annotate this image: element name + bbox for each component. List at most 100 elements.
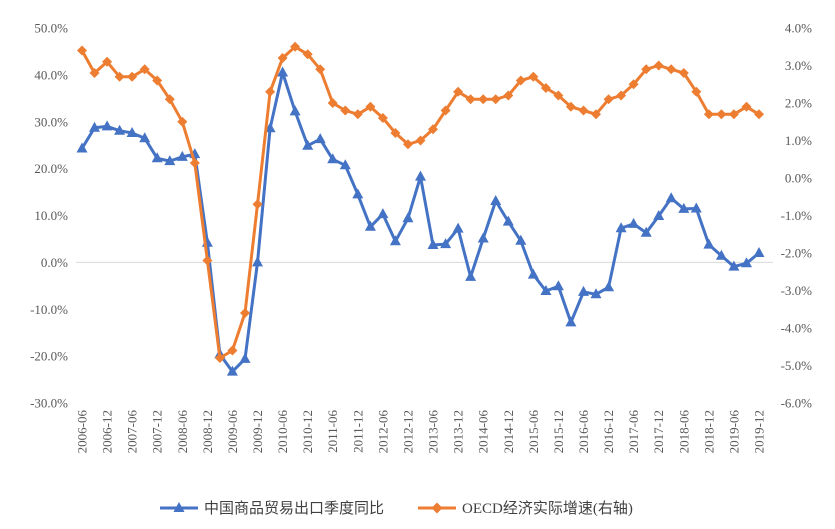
oecd-data-point xyxy=(616,90,627,101)
y-left-tick-label: 40.0% xyxy=(34,67,68,82)
legend-triangle-marker xyxy=(173,502,185,512)
oecd-data-point xyxy=(741,101,752,112)
y-right-tick-label: 0.0% xyxy=(785,171,812,186)
x-tick-label: 2015-06 xyxy=(526,410,541,454)
export-data-point xyxy=(753,247,765,257)
oecd-data-point xyxy=(252,199,263,210)
oecd-data-point xyxy=(214,353,225,363)
export-data-point xyxy=(565,316,577,327)
export-data-point xyxy=(302,139,314,150)
x-tick-label: 2011-06 xyxy=(325,410,340,453)
export-data-point xyxy=(578,285,589,296)
export-data-point xyxy=(151,152,163,163)
export-data-point xyxy=(741,257,752,268)
export-data-point xyxy=(76,142,88,153)
y-right-tick-label: -4.0% xyxy=(781,321,813,336)
export-data-point xyxy=(352,188,364,199)
export-data-point xyxy=(327,153,339,164)
export-data-point xyxy=(552,280,564,291)
oecd-data-point xyxy=(114,71,125,82)
oecd-data-point xyxy=(666,64,677,75)
oecd-data-point xyxy=(528,71,539,82)
oecd-data-point xyxy=(503,90,514,101)
x-tick-label: 2007-06 xyxy=(125,410,140,454)
series-export-line xyxy=(80,71,760,374)
x-tick-label: 2019-12 xyxy=(752,410,767,453)
x-tick-label: 2007-12 xyxy=(150,410,165,453)
export-data-point xyxy=(665,192,677,203)
export-data-point xyxy=(289,105,301,116)
y-right-tick-labels: 4.0% 3.0% 2.0% 1.0% 0.0% -1.0% -2.0% -3.0% -4.0%… xyxy=(781,21,813,411)
oecd-data-point xyxy=(164,94,175,105)
oecd-data-point xyxy=(428,124,438,135)
x-tick-label: 2019-06 xyxy=(726,410,741,454)
oecd-data-point xyxy=(465,94,476,105)
export-data-point xyxy=(427,239,439,249)
legend-label-oecd: OECD经济实际增速(右轴) xyxy=(462,500,633,517)
export-data-point xyxy=(628,217,640,228)
oecd-data-point xyxy=(139,64,150,75)
x-tick-label: 2006-12 xyxy=(100,410,115,453)
x-tick-label: 2014-12 xyxy=(501,410,516,453)
export-data-point xyxy=(515,234,527,245)
x-tick-label: 2010-12 xyxy=(300,410,315,453)
oecd-data-point xyxy=(377,113,388,123)
export-data-point xyxy=(389,235,401,246)
oecd-data-point xyxy=(390,128,401,138)
oecd-data-point xyxy=(553,90,564,101)
x-tick-label: 2009-12 xyxy=(250,410,265,453)
y-right-tick-label: 1.0% xyxy=(785,133,812,148)
export-data-point xyxy=(139,132,151,143)
oecd-data-point xyxy=(591,109,601,120)
x-tick-label: 2009-06 xyxy=(225,410,240,454)
y-right-tick-label: 3.0% xyxy=(785,58,812,73)
export-data-point xyxy=(465,270,477,281)
oecd-data-point xyxy=(728,109,739,120)
x-tick-label: 2006-06 xyxy=(75,410,90,454)
export-data-point xyxy=(452,222,464,233)
y-right-tick-label: -5.0% xyxy=(781,358,813,373)
oecd-data-point xyxy=(716,109,727,120)
legend: 中国商品贸易出口季度同比 OECD经济实际增速(右轴) xyxy=(160,500,633,517)
oecd-data-point xyxy=(653,60,664,71)
oecd-data-point xyxy=(127,71,138,82)
series-export xyxy=(76,66,765,376)
y-left-tick-label: -10.0% xyxy=(30,302,68,317)
oecd-data-point xyxy=(240,308,250,318)
oecd-data-point xyxy=(302,49,313,60)
y-left-tick-label: 50.0% xyxy=(34,21,68,36)
legend-diamond-marker xyxy=(431,502,443,514)
export-data-point xyxy=(339,159,351,170)
oecd-data-point xyxy=(453,86,464,97)
export-data-point xyxy=(502,215,514,226)
x-tick-label: 2016-06 xyxy=(576,410,591,454)
oecd-data-point xyxy=(515,75,526,86)
oecd-data-point xyxy=(440,105,451,116)
y-right-tick-label: 2.0% xyxy=(785,96,812,111)
export-data-point xyxy=(164,155,176,166)
export-data-point xyxy=(703,238,715,249)
oecd-data-point xyxy=(540,83,551,93)
oecd-data-point xyxy=(678,68,689,78)
oecd-data-point xyxy=(754,109,764,120)
y-right-tick-label: -2.0% xyxy=(781,246,813,261)
export-data-point xyxy=(477,232,489,243)
x-tick-label: 2008-06 xyxy=(175,410,190,454)
oecd-data-point xyxy=(578,105,589,116)
x-tick-label: 2013-12 xyxy=(451,410,466,453)
oecd-data-point xyxy=(691,86,702,97)
legend-item-oecd: OECD经济实际增速(右轴) xyxy=(418,500,633,517)
x-tick-label: 2014-06 xyxy=(476,410,491,454)
series-oecd-line xyxy=(80,45,760,360)
export-data-point xyxy=(678,202,690,213)
y-left-tick-label: 20.0% xyxy=(34,161,68,176)
oecd-data-point xyxy=(202,255,213,266)
oecd-data-point xyxy=(315,64,326,75)
x-tick-label: 2015-12 xyxy=(551,410,566,453)
export-data-point xyxy=(653,210,665,220)
x-tick-label: 2011-12 xyxy=(350,410,365,453)
oecd-data-point xyxy=(177,116,188,127)
series-layer xyxy=(76,41,765,376)
oecd-data-point xyxy=(565,101,576,112)
